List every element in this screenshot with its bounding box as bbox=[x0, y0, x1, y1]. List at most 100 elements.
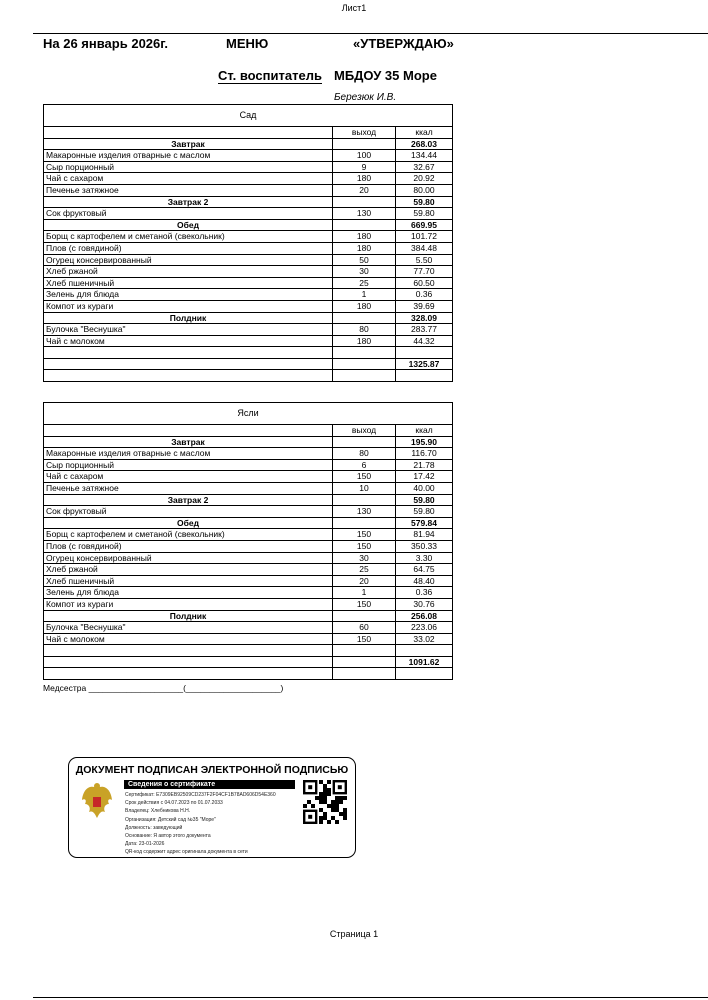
dish-output: 180 bbox=[332, 241, 396, 255]
dish-name: Сыр порционный bbox=[43, 458, 333, 472]
dish-output: 150 bbox=[332, 528, 396, 541]
dish-output: 25 bbox=[332, 563, 396, 576]
dish-name: Макаронные изделия отварные с маслом bbox=[43, 149, 333, 162]
empty-cell bbox=[332, 435, 396, 449]
empty-cell bbox=[332, 644, 396, 657]
meal-section-row: Завтрак 195.90 bbox=[43, 435, 454, 449]
dish-row: Хлеб пшеничный 25 60.50 bbox=[43, 276, 454, 290]
empty-cell bbox=[332, 218, 396, 232]
dish-row: Огурец консервированный 30 3.30 bbox=[43, 551, 454, 565]
dish-row: Макаронные изделия отварные с маслом 80 11… bbox=[43, 447, 454, 460]
total-kcal: 1325.87 bbox=[394, 357, 454, 371]
empty-cell bbox=[43, 346, 333, 359]
meal-section-row: Полдник 256.08 bbox=[43, 609, 454, 623]
dish-kcal: 17.42 bbox=[394, 470, 454, 483]
certificate-detail: Дата: 23-01-2026 bbox=[125, 841, 165, 848]
top-divider bbox=[33, 33, 708, 34]
dish-name: Компот из кураги bbox=[43, 299, 333, 313]
dish-name: Сыр порционный bbox=[43, 160, 333, 174]
dish-kcal: 44.32 bbox=[394, 334, 454, 348]
header-output: выход bbox=[332, 424, 396, 437]
dish-kcal: 384.48 bbox=[394, 241, 454, 255]
empty-cell bbox=[43, 369, 333, 383]
dish-kcal: 350.33 bbox=[394, 539, 454, 553]
empty-cell bbox=[332, 357, 396, 371]
dish-row: Чай с сахаром 150 17.42 bbox=[43, 470, 454, 483]
meal-section-row: Завтрак 2 59.80 bbox=[43, 195, 454, 209]
dish-name: Огурец консервированный bbox=[43, 551, 333, 565]
meal-name: Завтрак 2 bbox=[43, 493, 333, 507]
dish-name: Хлеб ржаной bbox=[43, 265, 333, 278]
dish-row: Печенье затяжное 20 80.00 bbox=[43, 183, 454, 197]
bottom-divider bbox=[33, 997, 708, 998]
empty-cell bbox=[43, 667, 333, 681]
dish-kcal: 0.36 bbox=[394, 288, 454, 301]
table-header: выход ккал bbox=[43, 126, 454, 139]
empty-row bbox=[43, 667, 454, 681]
empty-row bbox=[43, 644, 454, 657]
total-row: 1091.62 bbox=[43, 655, 454, 669]
certificate-detail: Владелец: Хлебникова Н.Н. bbox=[125, 808, 191, 815]
dish-name: Хлеб пшеничный bbox=[43, 276, 333, 290]
empty-cell bbox=[332, 667, 396, 681]
certificate-detail: Сертификат: E7309EB92509CD237F2F04CF1B78… bbox=[125, 792, 276, 798]
meal-section-row: Полдник 328.09 bbox=[43, 311, 454, 325]
dish-kcal: 60.50 bbox=[394, 276, 454, 290]
empty-cell bbox=[394, 667, 454, 681]
dish-name: Печенье затяжное bbox=[43, 183, 333, 197]
header-output: выход bbox=[332, 126, 396, 139]
dish-row: Хлеб ржаной 25 64.75 bbox=[43, 563, 454, 576]
dish-name: Макаронные изделия отварные с маслом bbox=[43, 447, 333, 460]
meal-kcal: 256.08 bbox=[394, 609, 454, 623]
meal-section-row: Обед 579.84 bbox=[43, 516, 454, 530]
meal-kcal: 268.03 bbox=[394, 137, 454, 151]
dish-row: Булочка "Веснушка" 60 223.06 bbox=[43, 621, 454, 634]
dish-row: Булочка "Веснушка" 80 283.77 bbox=[43, 323, 454, 336]
meal-kcal: 579.84 bbox=[394, 516, 454, 530]
dish-output: 100 bbox=[332, 149, 396, 162]
empty-cell bbox=[394, 346, 454, 359]
meal-section-row: Завтрак 268.03 bbox=[43, 137, 454, 151]
signer-name: Березюк И.В. bbox=[334, 92, 397, 103]
meal-name: Обед bbox=[43, 218, 333, 232]
dish-row: Чай с молоком 150 33.02 bbox=[43, 632, 454, 646]
dish-output: 6 bbox=[332, 458, 396, 472]
empty-row bbox=[43, 346, 454, 359]
dish-kcal: 33.02 bbox=[394, 632, 454, 646]
meal-name: Полдник bbox=[43, 609, 333, 623]
dish-output: 25 bbox=[332, 276, 396, 290]
dish-row: Борщ с картофелем и сметаной (свекольник… bbox=[43, 230, 454, 243]
empty-cell bbox=[43, 644, 333, 657]
dish-output: 30 bbox=[332, 551, 396, 565]
dish-output: 130 bbox=[332, 505, 396, 518]
dish-row: Плов (с говядиной) 180 384.48 bbox=[43, 241, 454, 255]
dish-row: Хлеб пшеничный 20 48.40 bbox=[43, 574, 454, 588]
empty-cell bbox=[332, 346, 396, 359]
dish-output: 1 bbox=[332, 288, 396, 301]
signature-title: ДОКУМЕНТ ПОДПИСАН ЭЛЕКТРОННОЙ ПОДПИСЬЮ bbox=[75, 764, 349, 776]
certificate-detail: QR-код содержит адрес оригинала документ… bbox=[125, 849, 248, 856]
approver-position: Ст. воспитатель bbox=[218, 68, 322, 84]
dish-output: 9 bbox=[332, 160, 396, 174]
page-number: Страница 1 bbox=[329, 929, 379, 939]
menu-table-garden: Сад выход ккал Завтрак 268.03 Макаронные изде… bbox=[42, 104, 454, 383]
dish-output: 1 bbox=[332, 586, 396, 599]
dish-kcal: 101.72 bbox=[394, 230, 454, 243]
certificate-header: Сведения о сертификате bbox=[124, 780, 295, 789]
dish-output: 20 bbox=[332, 574, 396, 588]
dish-output: 80 bbox=[332, 447, 396, 460]
meal-name: Полдник bbox=[43, 311, 333, 325]
dish-kcal: 5.50 bbox=[394, 253, 454, 267]
dish-row: Огурец консервированный 50 5.50 bbox=[43, 253, 454, 267]
dish-kcal: 77.70 bbox=[394, 265, 454, 278]
dish-kcal: 48.40 bbox=[394, 574, 454, 588]
dish-row: Компот из кураги 180 39.69 bbox=[43, 299, 454, 313]
empty-cell bbox=[332, 369, 396, 383]
certificate-detail: Основание: Я автор этого документа bbox=[125, 833, 211, 839]
dish-kcal: 32.67 bbox=[394, 160, 454, 174]
dish-name: Огурец консервированный bbox=[43, 253, 333, 267]
dish-row: Плов (с говядиной) 150 350.33 bbox=[43, 539, 454, 553]
empty-cell bbox=[332, 493, 396, 507]
dish-output: 130 bbox=[332, 207, 396, 220]
